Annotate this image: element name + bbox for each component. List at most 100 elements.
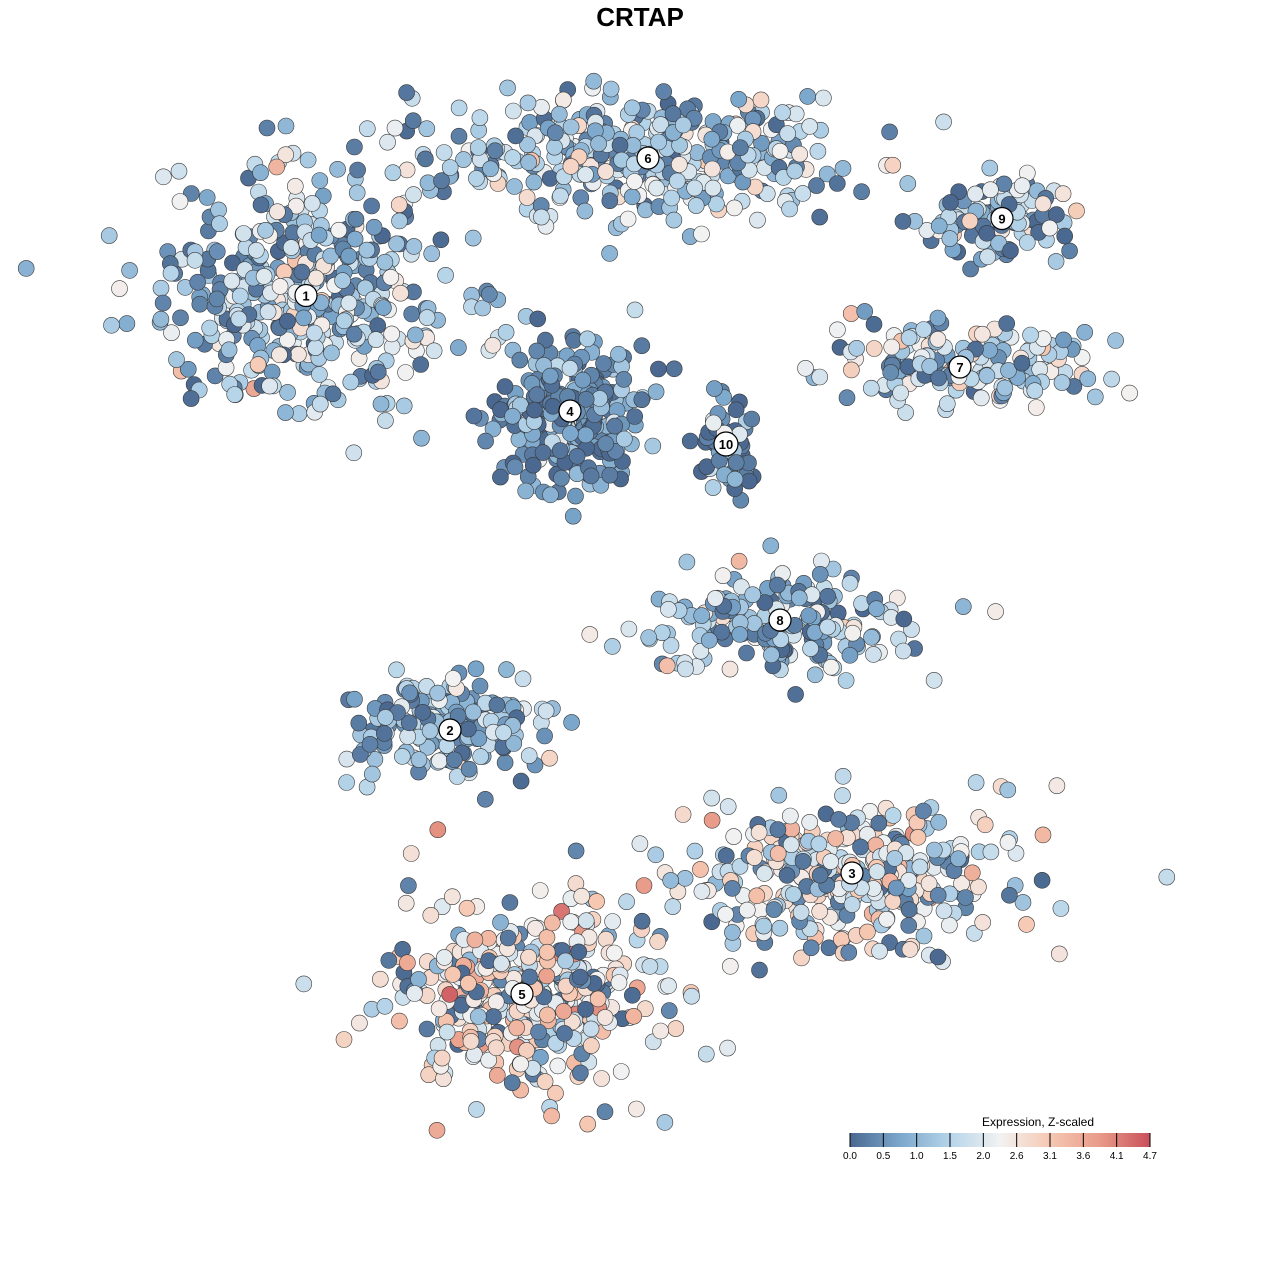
cell-point <box>369 317 387 334</box>
cell-point <box>163 324 180 342</box>
cell-point <box>492 914 509 931</box>
cluster-label-text: 3 <box>848 866 855 881</box>
cell-point <box>809 143 827 160</box>
cell-point <box>626 408 644 425</box>
cell-point <box>652 116 669 133</box>
cell-point <box>967 774 985 791</box>
cell-point <box>487 993 505 1011</box>
cell-point <box>377 709 394 726</box>
cell-point <box>460 974 477 992</box>
cell-point <box>152 279 170 297</box>
cell-point <box>726 199 743 217</box>
cluster-label-circle <box>636 146 660 170</box>
cell-point <box>973 325 991 343</box>
cluster-label-text: 4 <box>566 404 574 419</box>
cell-point <box>703 789 721 807</box>
cell-point <box>605 944 623 962</box>
colorbar-tick-label: 3.1 <box>1043 1151 1057 1162</box>
cell-point <box>577 166 594 183</box>
cell-point <box>633 391 651 409</box>
cell-point <box>351 746 369 763</box>
cell-point <box>342 373 360 391</box>
cell-point <box>892 384 909 402</box>
cell-point <box>458 899 476 917</box>
cell-point <box>1158 868 1176 886</box>
cell-point <box>323 344 340 362</box>
cell-point <box>769 845 787 862</box>
cell-point <box>647 846 665 864</box>
cell-point <box>363 765 381 783</box>
cell-point <box>421 722 439 740</box>
cluster-label-circle <box>294 283 318 308</box>
cell-point <box>17 260 35 277</box>
cell-point <box>843 896 861 913</box>
cell-point <box>519 136 536 153</box>
chart-title: CRTAP <box>596 2 684 32</box>
cell-point <box>252 196 270 214</box>
cell-point <box>269 203 286 220</box>
cell-point <box>915 802 932 820</box>
cell-point <box>1061 242 1078 260</box>
cell-point <box>794 185 812 202</box>
cluster-label-text: 8 <box>776 613 783 628</box>
cell-point <box>687 197 705 214</box>
cell-point <box>1054 185 1072 202</box>
cell-point <box>740 472 758 490</box>
cell-point <box>335 312 353 330</box>
cell-point <box>582 1037 600 1054</box>
cell-point <box>121 262 138 279</box>
cell-point <box>784 885 802 903</box>
cell-point <box>537 702 555 720</box>
cell-point <box>665 360 683 378</box>
cell-point <box>941 230 959 247</box>
cell-point <box>519 94 537 112</box>
cell-point <box>345 444 363 462</box>
cell-point <box>520 747 538 765</box>
cell-point <box>765 901 783 918</box>
cell-point <box>1056 227 1073 245</box>
cell-point <box>894 213 912 230</box>
cell-point <box>507 127 524 145</box>
cell-point <box>793 949 810 967</box>
cell-point <box>1000 362 1017 379</box>
cell-point <box>577 912 595 930</box>
cell-point <box>655 83 673 100</box>
cell-point <box>567 842 585 860</box>
cell-point <box>868 863 886 881</box>
cell-point <box>287 197 305 215</box>
cell-point <box>677 660 694 678</box>
cell-point <box>787 686 804 703</box>
cell-point <box>834 767 852 785</box>
cell-point <box>1033 871 1051 889</box>
cell-point <box>611 136 629 154</box>
cell-point <box>726 470 744 488</box>
cell-point <box>811 208 829 226</box>
cell-point <box>982 843 1000 861</box>
cell-point <box>751 961 768 979</box>
cell-point <box>460 760 478 778</box>
cell-point <box>1055 331 1072 349</box>
cell-point <box>538 943 556 961</box>
cell-point <box>528 342 546 360</box>
cell-point <box>729 117 747 134</box>
cell-point <box>781 200 798 218</box>
cell-point <box>555 91 572 109</box>
cell-point <box>1028 399 1045 416</box>
cell-point <box>534 444 552 461</box>
cell-point <box>277 404 294 421</box>
cell-point <box>706 380 723 397</box>
cell-point <box>590 135 607 152</box>
cell-point <box>482 160 499 178</box>
cell-point <box>756 594 774 611</box>
cell-point <box>664 898 682 915</box>
cell-point <box>484 336 502 354</box>
cell-point <box>576 202 594 220</box>
cell-point <box>601 192 619 209</box>
cell-point <box>779 125 797 142</box>
cell-point <box>705 414 722 432</box>
cell-point <box>884 156 902 174</box>
cell-point <box>231 287 249 305</box>
cell-point <box>371 970 389 988</box>
cell-point <box>350 714 368 732</box>
cell-point <box>340 247 358 265</box>
